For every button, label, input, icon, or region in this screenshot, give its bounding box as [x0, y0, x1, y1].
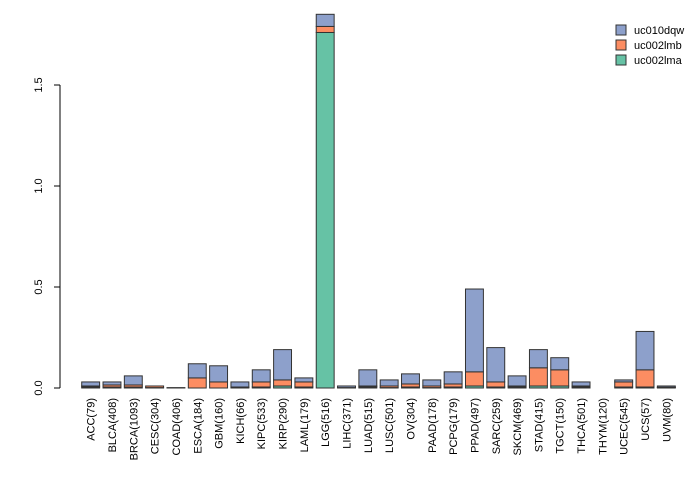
- bar-uc002lmb-9: [273, 379, 293, 387]
- bar-uc002lmb-19: [486, 381, 506, 388]
- bar-uc010dqw-16: [422, 379, 442, 387]
- x-tick-label: LGG(516): [320, 398, 332, 447]
- legend-swatch-uc010dqw: [615, 24, 627, 36]
- x-tick-label: UCS(57): [640, 398, 652, 441]
- bar-uc010dqw-5: [187, 363, 207, 379]
- bar-uc010dqw-1: [102, 381, 122, 386]
- x-tick-label: OV(304): [405, 398, 417, 440]
- x-tick-label: KIPC(533): [256, 398, 268, 449]
- y-tick-label: 1.0: [33, 178, 45, 193]
- y-tick-label: 0.5: [33, 279, 45, 294]
- x-tick-label: BLCA(408): [107, 398, 119, 452]
- x-tick-label: ESCA(184): [192, 398, 204, 454]
- x-tick-label: LIHC(371): [342, 398, 354, 449]
- x-tick-label: THYM(120): [597, 398, 609, 455]
- x-tick-label: LUAD(515): [363, 398, 375, 453]
- x-tick-label: SARC(259): [491, 398, 503, 454]
- bar-uc010dqw-17: [443, 371, 463, 385]
- bar-uc010dqw-0: [81, 381, 101, 387]
- x-tick-label: LAML(179): [299, 398, 311, 452]
- x-tick-label: PPAD(497): [469, 398, 481, 453]
- x-tick-label: TGCT(150): [555, 398, 567, 454]
- bar-uc002lmb-6: [209, 381, 229, 389]
- bar-uc010dqw-19: [486, 347, 506, 383]
- bar-uc002lmb-18: [464, 371, 484, 387]
- bar-uc010dqw-13: [358, 369, 378, 387]
- bar-uc010dqw-8: [251, 369, 271, 383]
- x-tick-label: GBM(160): [214, 398, 226, 449]
- legend-label-uc010dqw: uc010dqw: [634, 25, 684, 37]
- legend-swatch-uc002lma: [615, 54, 627, 66]
- x-tick-label: PAAD(178): [427, 398, 439, 453]
- bar-uc002lmb-25: [614, 381, 634, 388]
- x-tick-label: UCEC(545): [619, 398, 631, 455]
- x-tick-label: STAD(415): [533, 398, 545, 452]
- y-axis: 0.0 0.5 1.0 1.5: [33, 77, 61, 396]
- x-tick-label: UVM(80): [661, 398, 673, 442]
- bar-uc002lmb-21: [528, 367, 548, 387]
- x-tick-label: BRCA(1093): [128, 398, 140, 460]
- bar-uc002lmb-5: [187, 377, 207, 389]
- bar-uc002lmb-11: [315, 25, 335, 33]
- bar-uc010dqw-25: [614, 379, 634, 383]
- x-tick-label: CESC(304): [150, 398, 162, 454]
- bars: [81, 13, 676, 389]
- bar-uc010dqw-2: [123, 375, 143, 386]
- bar-uc010dqw-22: [550, 357, 570, 371]
- bar-uc002lmb-26: [635, 369, 655, 388]
- x-tick-label: KICH(66): [235, 398, 247, 444]
- bar-uc010dqw-15: [401, 373, 420, 385]
- legend-label-uc002lmb: uc002lmb: [634, 40, 682, 52]
- x-tick-label: ACC(79): [86, 398, 98, 441]
- bar-uc010dqw-20: [507, 375, 527, 387]
- bar-uc010dqw-23: [571, 381, 591, 387]
- x-tick-label: SKCM(469): [512, 398, 524, 455]
- bar-uc002lmb-10: [294, 381, 314, 388]
- x-tick-label: THCA(501): [576, 398, 588, 454]
- x-tick-label: COAD(406): [171, 398, 183, 455]
- y-tick-label: 1.5: [33, 77, 45, 92]
- bar-uc010dqw-11: [315, 13, 335, 27]
- bar-uc010dqw-26: [635, 330, 655, 371]
- legend: uc010dqw uc002lmb uc002lma: [615, 24, 684, 67]
- bar-uc002lmb-8: [251, 381, 271, 388]
- bar-uc010dqw-27: [656, 385, 676, 388]
- legend-swatch-uc002lmb: [615, 39, 627, 51]
- x-tick-label: LUSC(501): [384, 398, 396, 453]
- bar-uc010dqw-9: [273, 349, 293, 381]
- bar-uc010dqw-18: [464, 288, 484, 373]
- bar-uc002lmb-3: [145, 385, 165, 389]
- x-tick-labels: ACC(79) BLCA(408) BRCA(1093) CESC(304) COAD(…: [86, 398, 674, 460]
- y-tick-label: 0.0: [33, 380, 45, 395]
- bar-uc010dqw-21: [528, 349, 548, 369]
- bar-uc010dqw-7: [230, 381, 250, 388]
- x-tick-label: KIRP(290): [278, 398, 290, 449]
- bar-uc002lma-11: [315, 31, 335, 389]
- x-tick-label: PCPG(179): [448, 398, 460, 455]
- legend-label-uc002lma: uc002lma: [634, 55, 683, 67]
- bar-uc010dqw-6: [209, 365, 229, 383]
- bar-uc002lmb-22: [550, 369, 570, 387]
- bar-uc010dqw-14: [379, 379, 399, 387]
- bar-uc010dqw-12: [337, 385, 356, 389]
- bar-uc010dqw-10: [294, 377, 314, 383]
